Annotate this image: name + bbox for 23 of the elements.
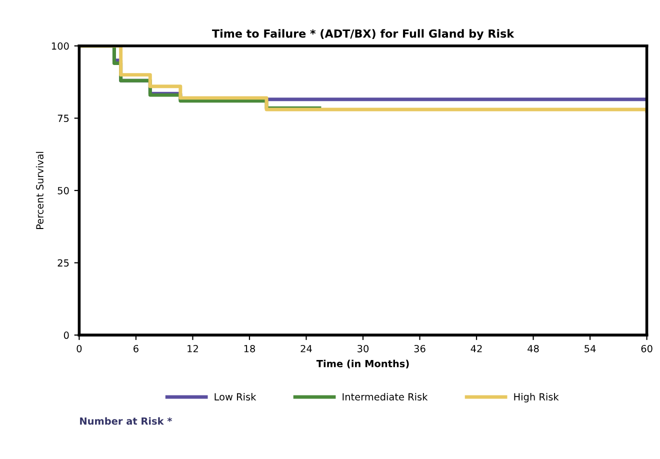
x-tick-label: 30: [358, 344, 369, 352]
text: Number at Risk *: [80, 417, 172, 425]
legend-label: Intermediate Risk: [342, 392, 428, 401]
y-tick-label: 100: [52, 42, 69, 50]
y-tick-label: 25: [58, 259, 69, 267]
x-tick-label: 48: [528, 344, 539, 352]
x-tick-label: 0: [76, 344, 82, 352]
x-tick-label: 6: [134, 344, 138, 352]
y-tick-label: 0: [64, 332, 69, 339]
x-axis-title: Time (in Months): [316, 360, 409, 368]
x-tick-label: 12: [188, 344, 198, 352]
y-tick-label: 50: [58, 186, 69, 194]
x-tick-label: 18: [244, 344, 255, 352]
x-tick-label: 42: [470, 344, 482, 352]
legend-label: High Risk: [514, 392, 559, 402]
y-axis-title: Percent Survival: [36, 152, 44, 229]
legend-label: Low Risk: [214, 392, 256, 401]
y-tick-label: 75: [58, 114, 69, 122]
chart-title: Time to Failure * (ADT/BX) for Full Gland by Risk: [212, 29, 514, 40]
x-tick-label: 54: [584, 345, 596, 352]
x-tick-label: 24: [300, 344, 312, 352]
x-tick-label: 36: [414, 344, 426, 352]
x-tick-label: 60: [641, 344, 652, 352]
